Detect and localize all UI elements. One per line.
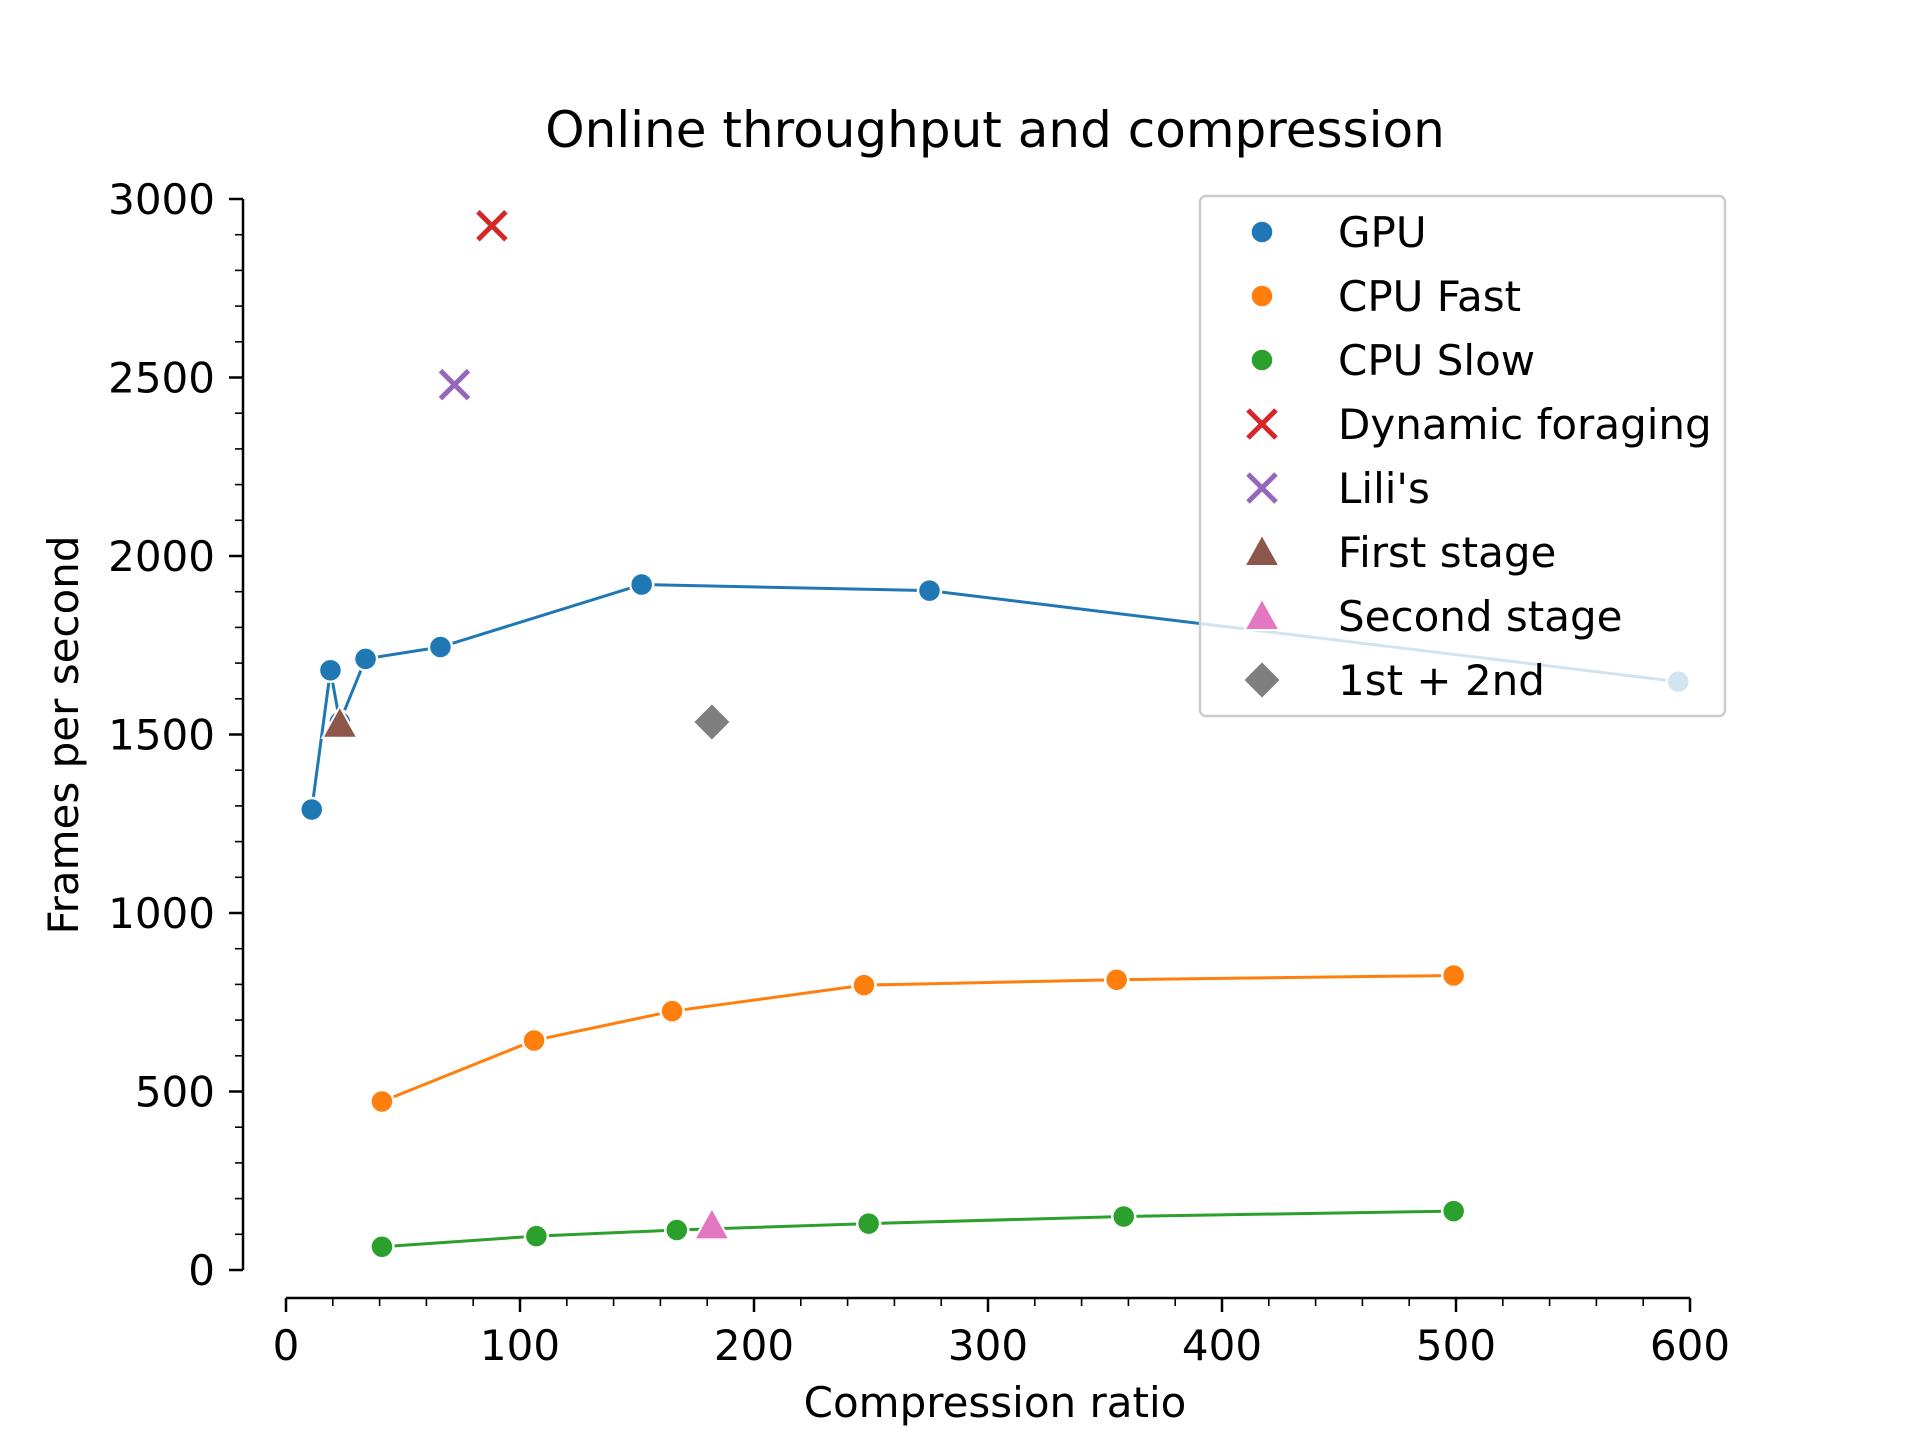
x-tick-label: 400 xyxy=(1182,1321,1262,1370)
legend-marker xyxy=(1241,659,1283,701)
data-point xyxy=(427,634,454,660)
legend-label: GPU xyxy=(1338,208,1427,257)
data-point xyxy=(691,701,733,743)
data-point xyxy=(851,972,877,998)
legend-label: Lili's xyxy=(1338,464,1430,513)
legend-marker xyxy=(1249,283,1275,309)
y-tick-label: 2000 xyxy=(108,532,215,581)
legend-marker xyxy=(1242,532,1282,567)
data-point xyxy=(916,577,943,604)
series-cpu-fast xyxy=(369,962,1467,1115)
data-point xyxy=(1103,967,1130,993)
x-tick-label: 600 xyxy=(1650,1321,1730,1370)
legend-label: Dynamic foraging xyxy=(1338,400,1712,449)
y-tick-label: 1500 xyxy=(108,711,215,760)
data-point xyxy=(664,1217,690,1243)
x-tick-label: 500 xyxy=(1416,1321,1496,1370)
data-point xyxy=(476,210,508,242)
legend-entry: First stage xyxy=(1242,528,1556,577)
x-tick-label: 0 xyxy=(273,1321,300,1370)
series-second-stage xyxy=(692,1205,732,1241)
data-point xyxy=(317,657,344,683)
y-tick-label: 0 xyxy=(188,1246,215,1295)
data-point xyxy=(523,1223,550,1249)
legend-entry: Dynamic foraging xyxy=(1246,400,1712,449)
x-tick-label: 200 xyxy=(714,1321,794,1370)
legend-entry: Second stage xyxy=(1242,592,1623,641)
legend-entry: 1st + 2nd xyxy=(1241,656,1545,705)
series-dynamic-foraging xyxy=(476,210,508,242)
legend: GPU CPU Fast CPU Slow Dynamic foraging Lili'… xyxy=(1198,194,1727,718)
y-tick-label: 2500 xyxy=(108,354,215,403)
data-point xyxy=(369,1088,395,1115)
data-point xyxy=(438,368,471,401)
x-tick-label: 300 xyxy=(948,1321,1028,1370)
legend-entry: GPU xyxy=(1249,208,1427,257)
data-point xyxy=(298,796,325,823)
series-line xyxy=(381,1209,1454,1249)
series-lili-s xyxy=(438,368,471,401)
legend-marker xyxy=(1249,219,1275,245)
plot-area xyxy=(298,210,1692,1260)
series-first-stage xyxy=(320,704,360,739)
axes: 0 100 200 300 400 500 600 0 500 1000 1500 2000 2500 3… xyxy=(108,175,1730,1370)
y-axis-title: Frames per second xyxy=(39,536,88,935)
legend-label: Second stage xyxy=(1338,592,1623,641)
data-point xyxy=(521,1027,547,1054)
y-tick-label: 500 xyxy=(135,1068,215,1117)
legend-marker xyxy=(1249,347,1275,373)
y-tick-label: 1000 xyxy=(108,889,215,938)
data-point xyxy=(659,998,685,1024)
series-1st-2nd xyxy=(691,701,733,743)
data-point xyxy=(352,646,379,672)
legend-label: 1st + 2nd xyxy=(1338,656,1545,705)
legend-marker xyxy=(1246,408,1278,440)
series-line xyxy=(381,973,1454,1103)
legend-entry: Lili's xyxy=(1246,464,1430,513)
legend-marker xyxy=(1242,596,1282,631)
legend-frame xyxy=(1198,194,1727,718)
data-point xyxy=(320,704,360,739)
data-point xyxy=(1440,1198,1467,1224)
series-cpu-slow xyxy=(369,1198,1467,1260)
data-point xyxy=(692,1205,732,1241)
data-point xyxy=(369,1234,395,1260)
chart-title: Online throughput and compression xyxy=(545,101,1445,159)
legend-marker xyxy=(1246,472,1278,504)
data-point xyxy=(628,571,655,598)
data-point xyxy=(1110,1203,1137,1230)
data-point xyxy=(855,1210,882,1237)
data-point xyxy=(1440,962,1467,989)
legend-entry: CPU Slow xyxy=(1249,336,1535,385)
x-axis-title: Compression ratio xyxy=(804,1378,1187,1427)
legend-entry: CPU Fast xyxy=(1249,272,1521,321)
legend-label: First stage xyxy=(1338,528,1556,577)
x-tick-label: 100 xyxy=(480,1321,560,1370)
legend-label: CPU Slow xyxy=(1338,336,1535,385)
y-tick-label: 3000 xyxy=(108,175,215,224)
legend-label: CPU Fast xyxy=(1338,272,1521,321)
